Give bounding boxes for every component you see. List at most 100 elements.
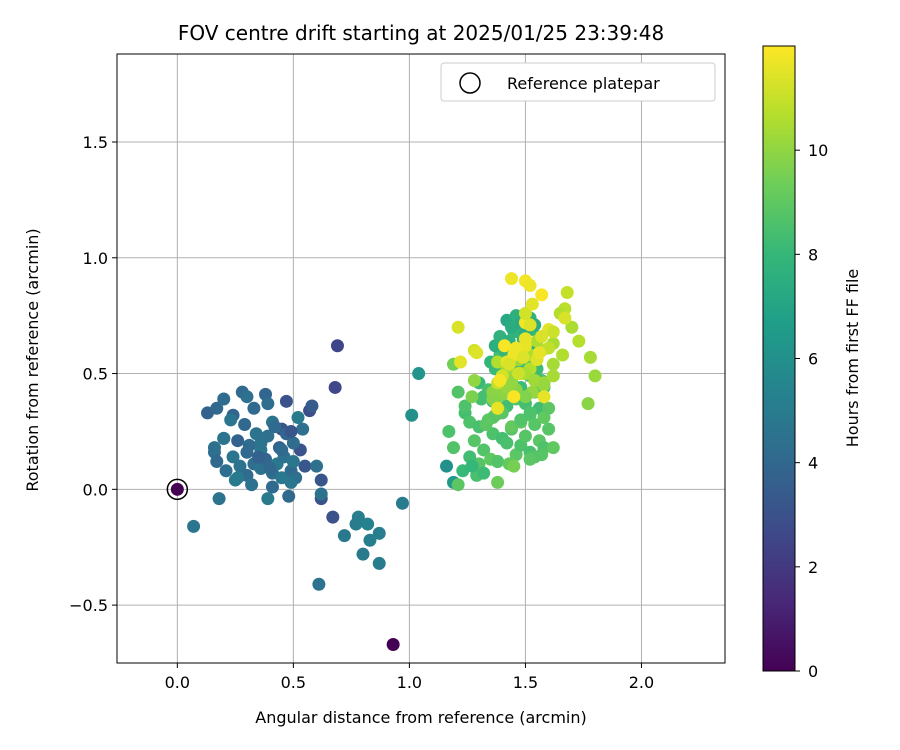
data-point (252, 450, 266, 464)
data-point (511, 367, 525, 381)
data-point (502, 357, 516, 371)
data-point (363, 533, 377, 547)
data-point (523, 452, 537, 466)
data-point (477, 443, 491, 457)
data-point (565, 320, 579, 334)
colorbar-label: Hours from first FF file (843, 269, 862, 448)
data-point (442, 424, 456, 438)
data-point (572, 334, 586, 348)
data-point (395, 496, 409, 510)
data-point (477, 466, 491, 480)
data-point (581, 397, 595, 411)
data-point (532, 346, 546, 360)
data-point (546, 441, 560, 455)
data-point (263, 461, 277, 475)
colorbar-tick-label: 8 (808, 245, 818, 264)
data-point (210, 455, 224, 469)
data-point (298, 459, 312, 473)
chart-title: FOV centre drift starting at 2025/01/25 … (178, 21, 664, 45)
data-point (187, 519, 201, 533)
data-point (386, 637, 400, 651)
data-point (265, 480, 279, 494)
data-point (219, 464, 233, 478)
data-point (470, 346, 484, 360)
data-point (558, 311, 572, 325)
x-tick-label: 1.5 (513, 673, 538, 692)
data-point (523, 406, 537, 420)
legend: Reference platepar (440, 62, 716, 102)
data-point (467, 434, 481, 448)
legend-marker-reference (459, 72, 481, 94)
y-tick-label: 1.0 (83, 249, 108, 268)
data-point (523, 318, 537, 332)
data-point (535, 330, 549, 344)
data-point (231, 471, 245, 485)
reference-point (170, 482, 184, 496)
data-point (261, 492, 275, 506)
data-point (583, 350, 597, 364)
data-point (493, 373, 507, 387)
colorbar: 0 2 4 6 8 10 Hours from first FF file (762, 45, 862, 681)
data-point (537, 378, 551, 392)
data-point (528, 417, 542, 431)
data-point (286, 455, 300, 469)
data-point (210, 401, 224, 415)
data-point (240, 445, 254, 459)
data-point (514, 413, 528, 427)
y-tick-label: −0.5 (69, 596, 108, 615)
data-point (542, 422, 556, 436)
data-point (314, 473, 328, 487)
data-point (217, 392, 231, 406)
data-point (310, 459, 324, 473)
x-tick-label: 0.0 (165, 673, 190, 692)
data-point (261, 397, 275, 411)
data-point (453, 355, 467, 369)
data-point (516, 350, 530, 364)
x-tick-label: 1.0 (397, 673, 422, 692)
data-point (361, 517, 375, 531)
data-point (546, 325, 560, 339)
y-tick-label: 0.5 (83, 365, 108, 384)
data-point (240, 390, 254, 404)
data-point (451, 385, 465, 399)
data-point (224, 413, 238, 427)
data-point (372, 556, 386, 570)
data-point (372, 526, 386, 540)
x-tick-label: 2.0 (629, 673, 654, 692)
data-point (337, 529, 351, 543)
data-point (588, 369, 602, 383)
data-point (284, 424, 298, 438)
data-point (275, 443, 289, 457)
data-point (491, 475, 505, 489)
data-point (233, 459, 247, 473)
data-point (546, 369, 560, 383)
y-tick-label: 1.5 (83, 133, 108, 152)
data-point (291, 411, 305, 425)
data-point (268, 420, 282, 434)
data-point (505, 272, 519, 286)
data-point (465, 390, 479, 404)
data-point (509, 341, 523, 355)
data-point (546, 357, 560, 371)
data-point (523, 279, 537, 293)
data-point (525, 297, 539, 311)
data-point (518, 390, 532, 404)
x-axis-label: Angular distance from reference (arcmin) (255, 708, 586, 727)
data-point (467, 373, 481, 387)
data-point (286, 436, 300, 450)
data-point (351, 510, 365, 524)
data-point (254, 436, 268, 450)
data-point (440, 459, 454, 473)
data-point (542, 401, 556, 415)
axes-frame (116, 53, 726, 664)
data-point (275, 471, 289, 485)
data-point (245, 478, 259, 492)
data-point (226, 450, 240, 464)
data-point (312, 577, 326, 591)
data-point (500, 436, 514, 450)
data-point (305, 399, 319, 413)
data-point (212, 492, 226, 506)
y-tick-label: 0.0 (83, 480, 108, 499)
